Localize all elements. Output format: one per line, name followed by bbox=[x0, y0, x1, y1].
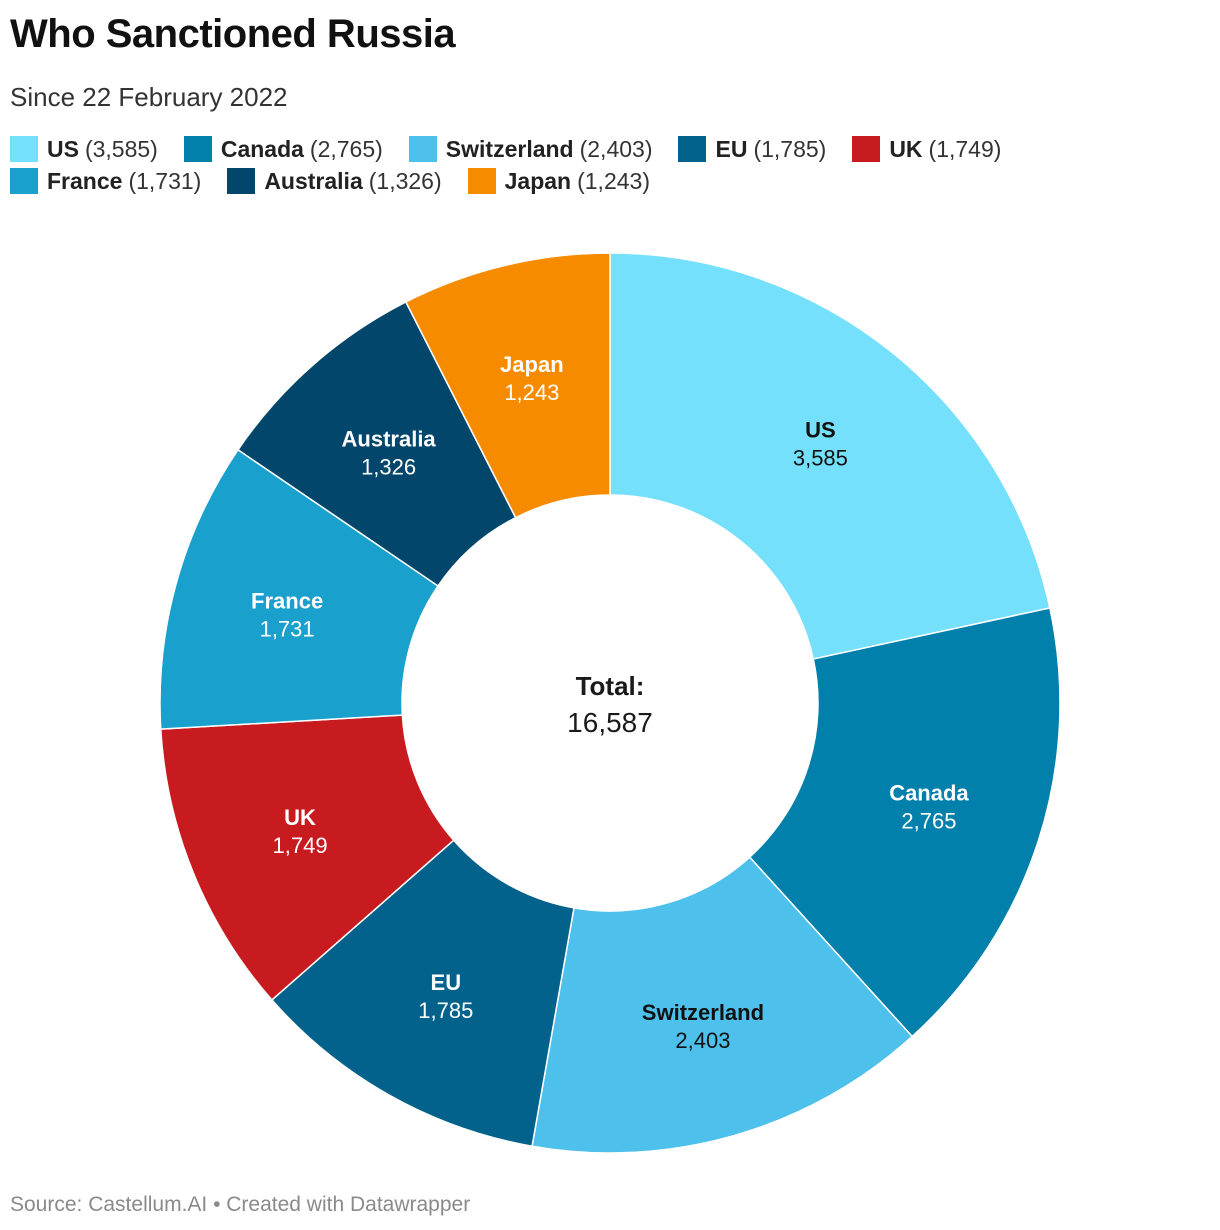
slice-label: Switzerland bbox=[642, 1000, 764, 1025]
legend-row: France (1,731) Australia (1,326) Japan (1,243… bbox=[10, 165, 1210, 197]
legend-label: Switzerland bbox=[445, 135, 574, 162]
legend-swatch bbox=[227, 168, 256, 194]
slice-eu bbox=[270, 839, 575, 1148]
legend-swatch bbox=[183, 136, 212, 162]
slice-value: 1,731 bbox=[260, 617, 315, 642]
slice-label: Japan bbox=[500, 352, 564, 377]
legend-label: EU bbox=[715, 135, 748, 162]
legend-swatch bbox=[678, 136, 707, 162]
legend-value: (2,765) bbox=[309, 135, 383, 162]
legend-item: UK (1,749) bbox=[852, 136, 1001, 163]
slice-value: 2,765 bbox=[901, 808, 956, 833]
slice-switzerland bbox=[531, 856, 914, 1154]
slice-value: 1,243 bbox=[504, 380, 559, 405]
legend-value: (1,326) bbox=[368, 167, 442, 194]
legend-swatch bbox=[408, 136, 437, 162]
slice-canada bbox=[748, 607, 1061, 1038]
slice-value: 1,326 bbox=[361, 455, 416, 480]
legend-label: Australia bbox=[264, 167, 363, 194]
legend-value: (1,749) bbox=[928, 135, 1002, 162]
center-total-label: Total: bbox=[576, 671, 645, 701]
chart-subtitle: Since 22 February 2022 bbox=[10, 82, 288, 112]
legend-value: (3,585) bbox=[84, 135, 158, 162]
legend-item: Canada (2,765) bbox=[183, 135, 383, 163]
legend-item: Japan (1,243) bbox=[467, 167, 650, 195]
legend-row: US (3,585) Canada (2,765) Switzerland (2,403)… bbox=[10, 133, 1210, 165]
legend-value: (2,403) bbox=[579, 135, 653, 162]
legend-label: France bbox=[47, 167, 123, 194]
legend-value: (1,243) bbox=[577, 167, 650, 194]
slice-label: Canada bbox=[889, 780, 969, 805]
slice-value: 1,749 bbox=[273, 833, 328, 858]
slice-uk bbox=[159, 714, 455, 1001]
slice-label: Australia bbox=[342, 427, 437, 452]
slice-label: UK bbox=[284, 805, 316, 830]
legend-swatch bbox=[10, 168, 38, 194]
slice-japan bbox=[404, 252, 611, 519]
center-total-value: 16,587 bbox=[567, 707, 653, 738]
slice-label: France bbox=[251, 589, 323, 614]
legend-item: Australia (1,326) bbox=[227, 167, 442, 195]
legend-value: (1,731) bbox=[128, 167, 202, 194]
legend-item: Switzerland (2,403) bbox=[408, 135, 653, 163]
slice-value: 2,403 bbox=[675, 1028, 730, 1053]
slice-label: EU bbox=[431, 970, 462, 995]
legend-label: US bbox=[47, 135, 79, 162]
slice-us bbox=[609, 252, 1051, 660]
slice-value: 3,585 bbox=[793, 445, 848, 470]
slice-label: US bbox=[805, 417, 836, 442]
source-note: Source: Castellum.AI • Created with Data… bbox=[10, 1193, 471, 1216]
legend-swatch bbox=[852, 136, 881, 162]
slice-france bbox=[159, 448, 440, 730]
legend-label: Japan bbox=[504, 167, 572, 194]
legend: US (3,585) Canada (2,765) Switzerland (2,403)… bbox=[10, 133, 1210, 197]
legend-label: UK bbox=[889, 135, 923, 162]
chart-title: Who Sanctioned Russia bbox=[10, 12, 456, 56]
legend-item: US (3,585) bbox=[10, 136, 158, 163]
legend-label: Canada bbox=[220, 135, 304, 162]
legend-item: EU (1,785) bbox=[678, 136, 826, 163]
legend-item: France (1,731) bbox=[10, 168, 201, 195]
slice-value: 1,785 bbox=[418, 998, 473, 1023]
legend-swatch bbox=[10, 136, 38, 162]
legend-swatch bbox=[467, 168, 496, 194]
legend-value: (1,785) bbox=[753, 135, 827, 162]
